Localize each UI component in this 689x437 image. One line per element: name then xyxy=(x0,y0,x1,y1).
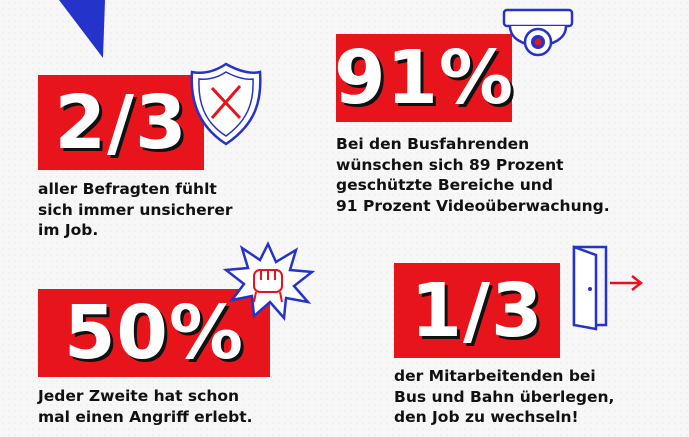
caption-line: sich immer unsicherer xyxy=(38,200,233,219)
shield-x-icon xyxy=(190,62,262,146)
stat-caption-1-3: der Mitarbeitenden bei Bus und Bahn über… xyxy=(394,366,614,428)
caption-line: den Job zu wechseln! xyxy=(394,408,579,426)
caption-line: Bei den Busfahrenden xyxy=(336,135,530,153)
security-camera-icon xyxy=(502,8,574,57)
caption-line: im Job. xyxy=(38,221,99,239)
triangle-decoration-icon xyxy=(59,0,105,58)
caption-line: 91 Prozent Videoüberwachung. xyxy=(336,196,610,215)
caption-line: aller Befragten fühlt xyxy=(38,180,217,198)
stat-value-1-3: 1/3 xyxy=(394,263,560,358)
stat-caption-91-percent: Bei den Busfahrenden wünschen sich 89 Pr… xyxy=(336,134,610,216)
fist-burst-icon xyxy=(222,241,316,321)
caption-line: geschützte Bereiche und xyxy=(336,176,553,194)
caption-line: der Mitarbeitenden bei xyxy=(394,367,596,385)
caption-line: wünschen sich 89 Prozent xyxy=(336,155,564,174)
exit-door-icon xyxy=(572,245,644,331)
stat-value-50-percent: 50% xyxy=(38,289,270,377)
caption-line: Jeder Zweite hat schon xyxy=(38,387,240,405)
stat-value-91-percent: 91% xyxy=(333,34,515,122)
caption-line: mal einen Angriff erlebt. xyxy=(38,407,253,426)
stat-caption-2-3: aller Befragten fühlt sich immer unsiche… xyxy=(38,179,232,241)
stat-value-2-3: 2/3 xyxy=(38,75,204,170)
caption-line: Bus und Bahn überlegen, xyxy=(394,387,615,406)
stat-caption-50-percent: Jeder Zweite hat schon mal einen Angriff… xyxy=(38,386,253,427)
